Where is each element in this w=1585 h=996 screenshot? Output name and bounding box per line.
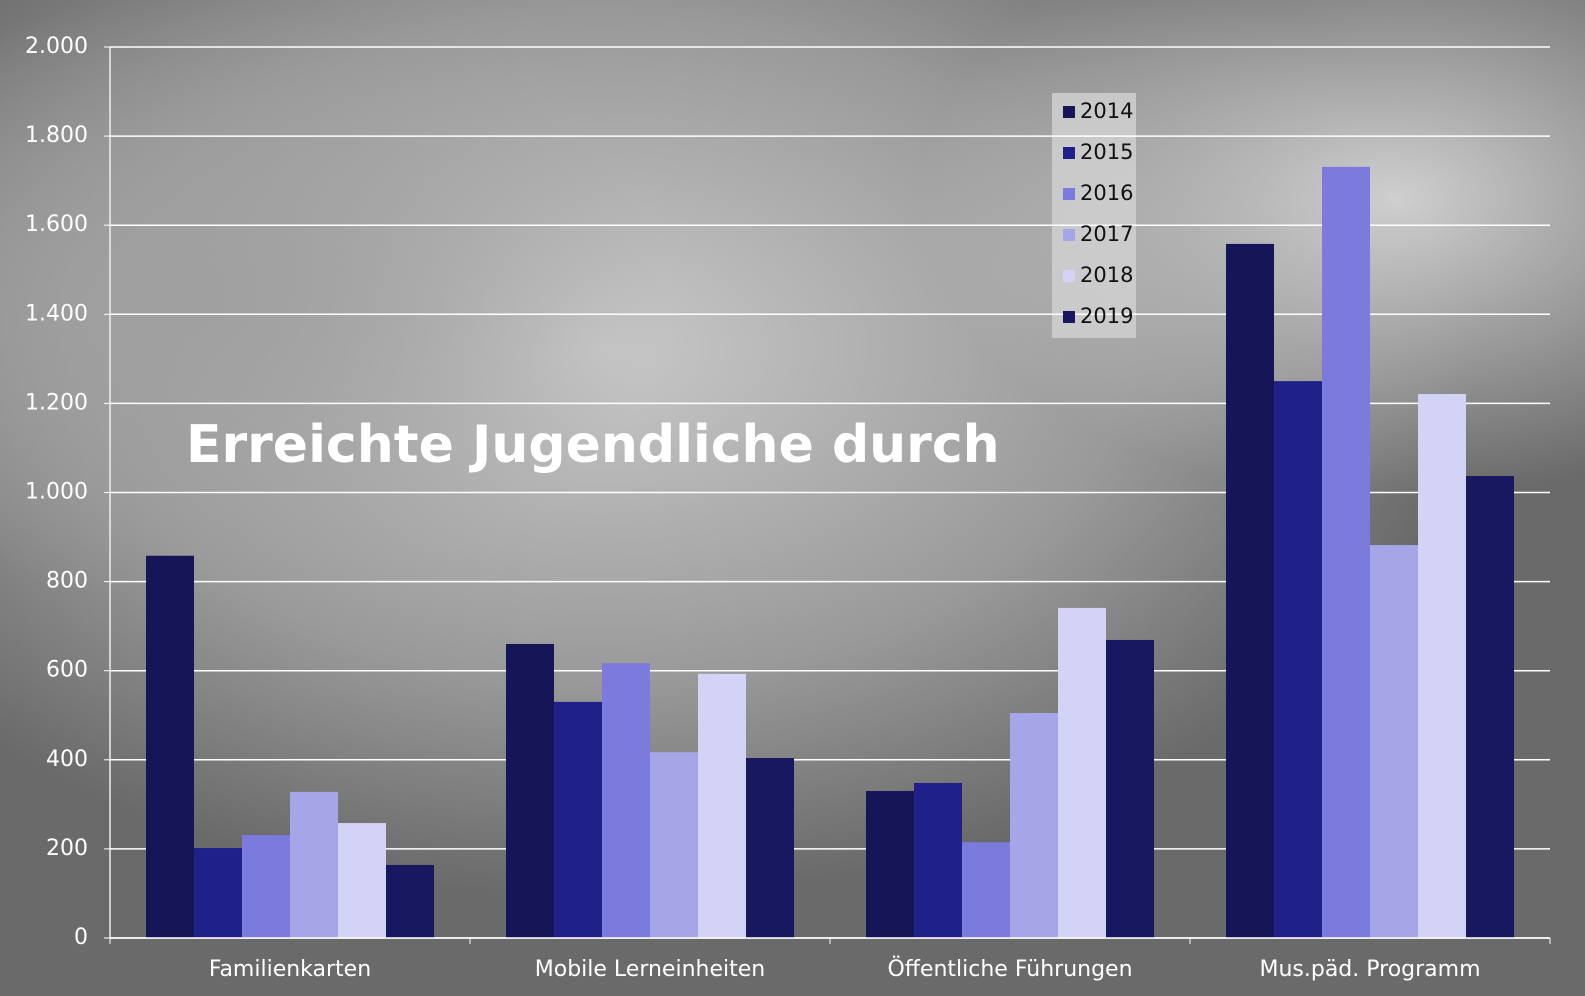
chart-title: Erreichte Jugendliche durch [186, 415, 1000, 475]
legend-label: 2016 [1080, 181, 1133, 205]
bar [506, 643, 554, 938]
bar [338, 823, 386, 938]
bar [290, 791, 338, 938]
bar [1322, 166, 1370, 939]
y-tick-label: 200 [46, 836, 88, 861]
x-tick-label: Öffentliche Führungen [887, 956, 1132, 982]
y-tick-label: 1.800 [25, 123, 88, 148]
bar [1466, 476, 1514, 938]
legend-label: 2014 [1080, 99, 1133, 123]
bar [1226, 243, 1274, 938]
bar [1370, 545, 1418, 938]
bar [146, 555, 194, 938]
bar [1010, 713, 1058, 938]
legend-swatch [1063, 188, 1075, 200]
bar [1058, 607, 1106, 938]
x-tick-label: Mus.päd. Programm [1259, 957, 1480, 982]
y-tick-label: 0 [74, 925, 88, 950]
y-tick-label: 1.400 [25, 301, 88, 326]
y-tick-label: 1.200 [25, 390, 88, 415]
bar [1106, 639, 1154, 938]
y-tick-label: 800 [46, 569, 88, 594]
y-tick-label: 1.000 [25, 480, 88, 505]
bar [914, 782, 962, 938]
bar [1418, 394, 1466, 938]
bar [386, 864, 434, 938]
legend-box [1052, 93, 1136, 338]
legend-swatch [1063, 229, 1075, 241]
legend-swatch [1063, 106, 1075, 118]
y-tick-label: 600 [46, 658, 88, 683]
bar [698, 673, 746, 938]
x-tick-label: Familienkarten [209, 957, 371, 982]
bar [1274, 381, 1322, 938]
legend-label: 2017 [1080, 222, 1133, 246]
bar [650, 752, 698, 938]
legend-swatch [1063, 147, 1075, 159]
legend-label: 2019 [1080, 304, 1133, 328]
y-tick-label: 400 [46, 747, 88, 772]
x-tick-label: Mobile Lerneinheiten [535, 957, 765, 982]
legend-swatch [1063, 270, 1075, 282]
bar [962, 842, 1010, 938]
legend-swatch [1063, 311, 1075, 323]
y-tick-label: 2.000 [25, 34, 88, 59]
bar [554, 701, 602, 938]
bar [866, 790, 914, 938]
bar [602, 663, 650, 938]
bar [194, 848, 242, 938]
bar [242, 835, 290, 938]
bar [746, 758, 794, 938]
legend-label: 2018 [1080, 263, 1133, 287]
y-tick-label: 1.600 [25, 212, 88, 237]
legend-label: 2015 [1080, 140, 1133, 164]
